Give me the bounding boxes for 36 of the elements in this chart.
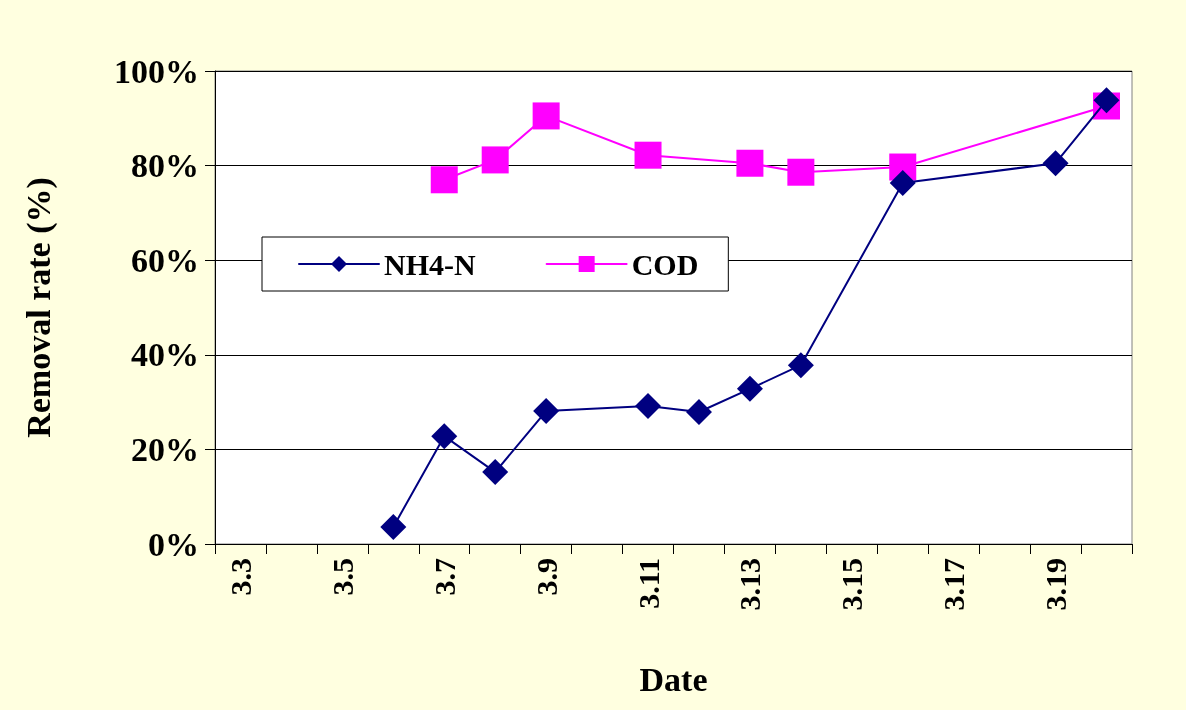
x-tick-label: 3.5 [325,558,359,596]
point [736,149,764,177]
point [1042,150,1069,177]
point [481,146,509,174]
point [431,423,458,450]
point [889,170,916,197]
point [685,399,712,426]
point [736,375,763,402]
y-tick-label: 0% [148,525,199,563]
point [430,166,458,194]
point [533,398,560,425]
point [532,102,560,130]
y-tick-label: 40% [131,336,199,374]
y-axis-title: Removal rate (%) [19,177,58,438]
x-axis-title: Date [639,660,708,698]
x-tick-label: 3.17 [937,558,971,611]
y-tick-label: 80% [131,147,199,185]
point [787,158,815,186]
point [1093,87,1120,114]
x-tick-label: 3.19 [1039,558,1073,611]
y-tick-label: 60% [131,241,199,279]
point [634,141,662,169]
y-tick-label: 20% [131,430,199,468]
x-tick-label: 3.11 [631,558,665,609]
x-tick-label: 3.7 [427,558,461,596]
point [635,392,662,419]
point [787,352,814,379]
legend-label: NH4-N [384,247,476,281]
point [482,459,509,486]
x-tick-label: 3.13 [733,558,767,611]
x-tick-label: 3.9 [529,558,563,596]
legend-label: COD [631,247,699,281]
x-tick-label: 3.15 [835,558,869,611]
y-tick-label: 100% [114,52,199,90]
point [380,513,407,540]
x-tick-label: 3.3 [223,558,257,596]
